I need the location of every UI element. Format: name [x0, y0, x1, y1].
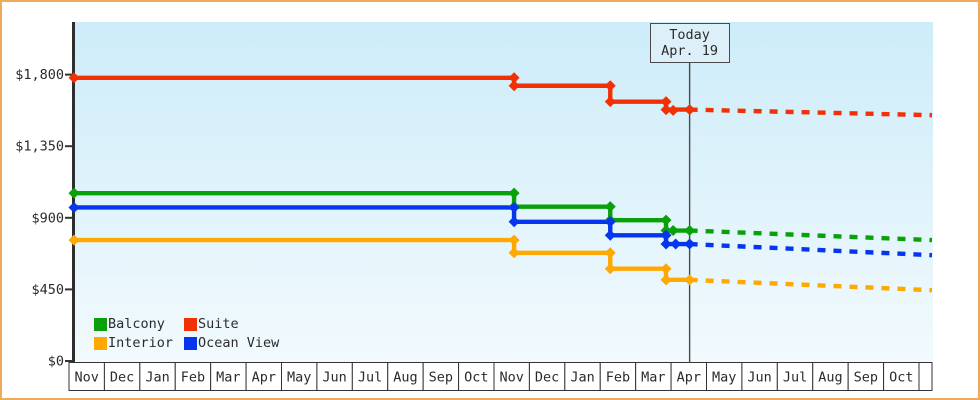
month-label: Mar: [216, 370, 240, 386]
month-cell: [68, 362, 105, 391]
month-cell: [493, 362, 530, 391]
month-cell: [139, 362, 176, 391]
month-label: Oct: [889, 370, 913, 386]
month-cell: [741, 362, 778, 391]
month-cell: [351, 362, 389, 391]
month-label: Jun: [322, 370, 346, 386]
marker-suite: [68, 72, 80, 84]
marker-suite: [684, 104, 696, 116]
today-label: Today: [669, 27, 710, 43]
month-cell: [776, 362, 814, 391]
month-label: Nov: [500, 370, 524, 386]
y-tick-label: $1,350: [15, 139, 64, 155]
marker-ocean-view: [604, 216, 616, 228]
month-label: Apr: [252, 370, 276, 386]
marker-interior: [508, 247, 520, 259]
month-cell: [635, 362, 672, 391]
legend-item-balcony: Balcony: [94, 316, 165, 332]
marker-suite: [667, 104, 679, 116]
marker-ocean-view: [508, 216, 520, 228]
marker-balcony: [604, 201, 616, 213]
month-cell: [599, 362, 637, 391]
legend-label: Ocean View: [198, 335, 280, 351]
month-label: Jul: [783, 370, 807, 386]
legend-item-ocean-view: Ocean View: [184, 335, 280, 351]
month-label: Apr: [677, 370, 701, 386]
marker-ocean-view: [660, 238, 672, 250]
marker-ocean-view: [660, 229, 672, 241]
legend-item-suite: Suite: [184, 316, 239, 332]
marker-interior: [660, 274, 672, 286]
marker-balcony: [508, 187, 520, 199]
marker-ocean-view: [670, 238, 682, 250]
month-label: Nov: [75, 370, 99, 386]
marker-ocean-view: [604, 229, 616, 241]
month-cell: [387, 362, 424, 391]
month-cell: [316, 362, 353, 391]
month-cell: [706, 362, 743, 391]
marker-balcony: [667, 225, 679, 237]
marker-interior: [660, 263, 672, 275]
marker-balcony: [684, 225, 696, 237]
month-label: Mar: [641, 370, 665, 386]
marker-ocean-view: [684, 238, 696, 250]
month-label: Jun: [747, 370, 771, 386]
month-cell: [528, 362, 566, 391]
month-label: Sep: [429, 370, 453, 386]
ocean-view-swatch-icon: [184, 336, 197, 350]
balcony-swatch-icon: [94, 317, 107, 331]
marker-interior: [684, 274, 696, 286]
marker-interior: [68, 234, 80, 246]
month-cell: [422, 362, 460, 391]
month-label: Oct: [464, 370, 488, 386]
month-label: Jan: [145, 370, 169, 386]
month-cell: [883, 362, 920, 391]
marker-balcony: [660, 214, 672, 226]
month-label: Feb: [606, 370, 630, 386]
month-label: Aug: [393, 370, 417, 386]
legend-label: Interior: [108, 335, 174, 351]
month-label: Dec: [535, 370, 559, 386]
marker-suite: [508, 80, 520, 92]
month-label: May: [287, 370, 311, 386]
month-label: Jan: [570, 370, 594, 386]
y-tick-label: $450: [31, 282, 64, 298]
legend-item-interior: Interior: [94, 335, 174, 351]
interior-swatch-icon: [94, 336, 107, 350]
month-cell-empty: [918, 362, 933, 391]
month-label: Dec: [110, 370, 134, 386]
today-date: Apr. 19: [661, 43, 719, 59]
marker-suite: [508, 72, 520, 84]
month-label: Aug: [818, 370, 842, 386]
marker-interior: [508, 234, 520, 246]
y-tick-label: $900: [31, 210, 64, 226]
marker-ocean-view: [508, 201, 520, 213]
month-label: Feb: [181, 370, 205, 386]
marker-interior: [604, 247, 616, 259]
marker-suite: [660, 104, 672, 116]
today-marker-box: Today Apr. 19: [649, 23, 730, 63]
marker-balcony: [68, 187, 80, 199]
marker-suite: [604, 80, 616, 92]
month-cell: [281, 362, 318, 391]
month-label: Jul: [358, 370, 382, 386]
month-label: May: [712, 370, 736, 386]
y-tick-label: $1,800: [15, 67, 64, 83]
y-tick-label: $0: [48, 354, 64, 370]
legend-label: Suite: [198, 316, 239, 332]
legend-label: Balcony: [108, 316, 165, 332]
marker-ocean-view: [68, 201, 80, 213]
marker-suite: [660, 96, 672, 108]
marker-suite: [604, 96, 616, 108]
month-label: Sep: [854, 370, 878, 386]
suite-swatch-icon: [184, 317, 197, 331]
marker-interior: [604, 263, 616, 275]
